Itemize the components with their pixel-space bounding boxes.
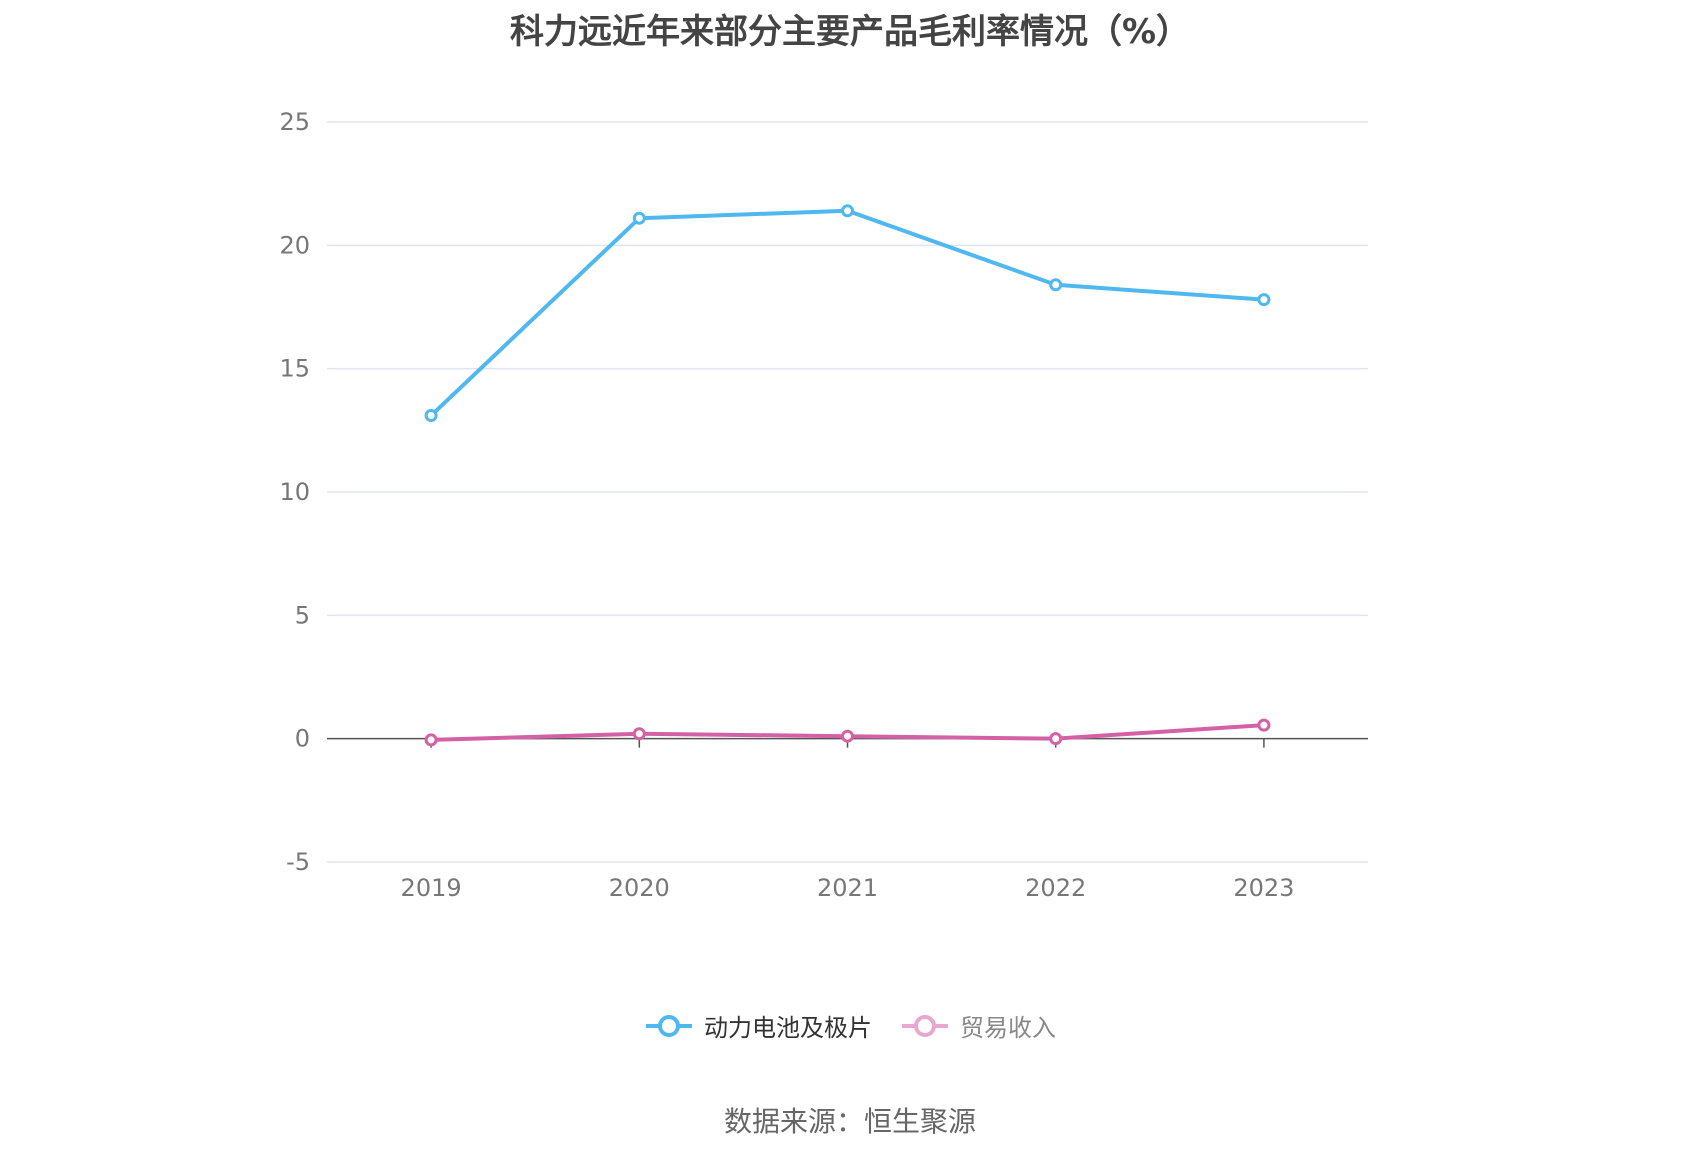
x-tick-label: 2019: [401, 874, 462, 902]
legend-line-marker-icon: [646, 1014, 692, 1037]
data-point-series-1: [841, 204, 854, 218]
y-tick-label: 15: [279, 355, 310, 383]
series: [424, 204, 1271, 747]
legend-item-series-2[interactable]: 贸易收入: [900, 1008, 1056, 1043]
data-point-series-2: [1049, 732, 1063, 746]
data-point-series-1: [632, 211, 646, 225]
data-source-note: 数据来源：恒生聚源: [723, 1105, 976, 1138]
data-point-series-2: [632, 727, 646, 741]
legend: 动力电池及极片 贸易收入: [0, 1008, 1700, 1043]
legend-line-marker-icon: [902, 1014, 948, 1037]
data-point-series-1: [424, 409, 438, 423]
data-point-series-2: [1257, 718, 1271, 732]
data-point-series-1: [1257, 293, 1271, 307]
y-tick-label: 5: [295, 601, 310, 629]
y-tick-label: 20: [279, 231, 310, 259]
axes: -5 0 5 10 15 20 25 2019 2020 2021 2022 2023: [279, 108, 1368, 902]
legend-item-series-1[interactable]: 动力电池及极片: [644, 1008, 872, 1043]
x-tick-label: 2020: [609, 874, 670, 902]
chart-title: 科力远近年来部分主要产品毛利率情况（%）: [509, 12, 1191, 52]
x-tick-label: 2023: [1233, 874, 1294, 902]
grid-lines: [327, 121, 1368, 863]
legend-label: 贸易收入: [960, 1014, 1056, 1042]
series-line-1: [429, 208, 1266, 418]
x-tick-label: 2021: [817, 874, 878, 902]
y-tick-label: 0: [295, 725, 310, 753]
legend-label: 动力电池及极片: [704, 1014, 872, 1042]
data-point-series-1: [1049, 278, 1063, 292]
data-point-series-2: [424, 733, 438, 747]
data-point-series-2: [841, 729, 854, 743]
y-tick-label: 10: [279, 478, 310, 506]
x-tick-label: 2022: [1025, 874, 1086, 902]
y-tick-label: 25: [279, 108, 310, 136]
y-tick-label: -5: [286, 848, 310, 876]
